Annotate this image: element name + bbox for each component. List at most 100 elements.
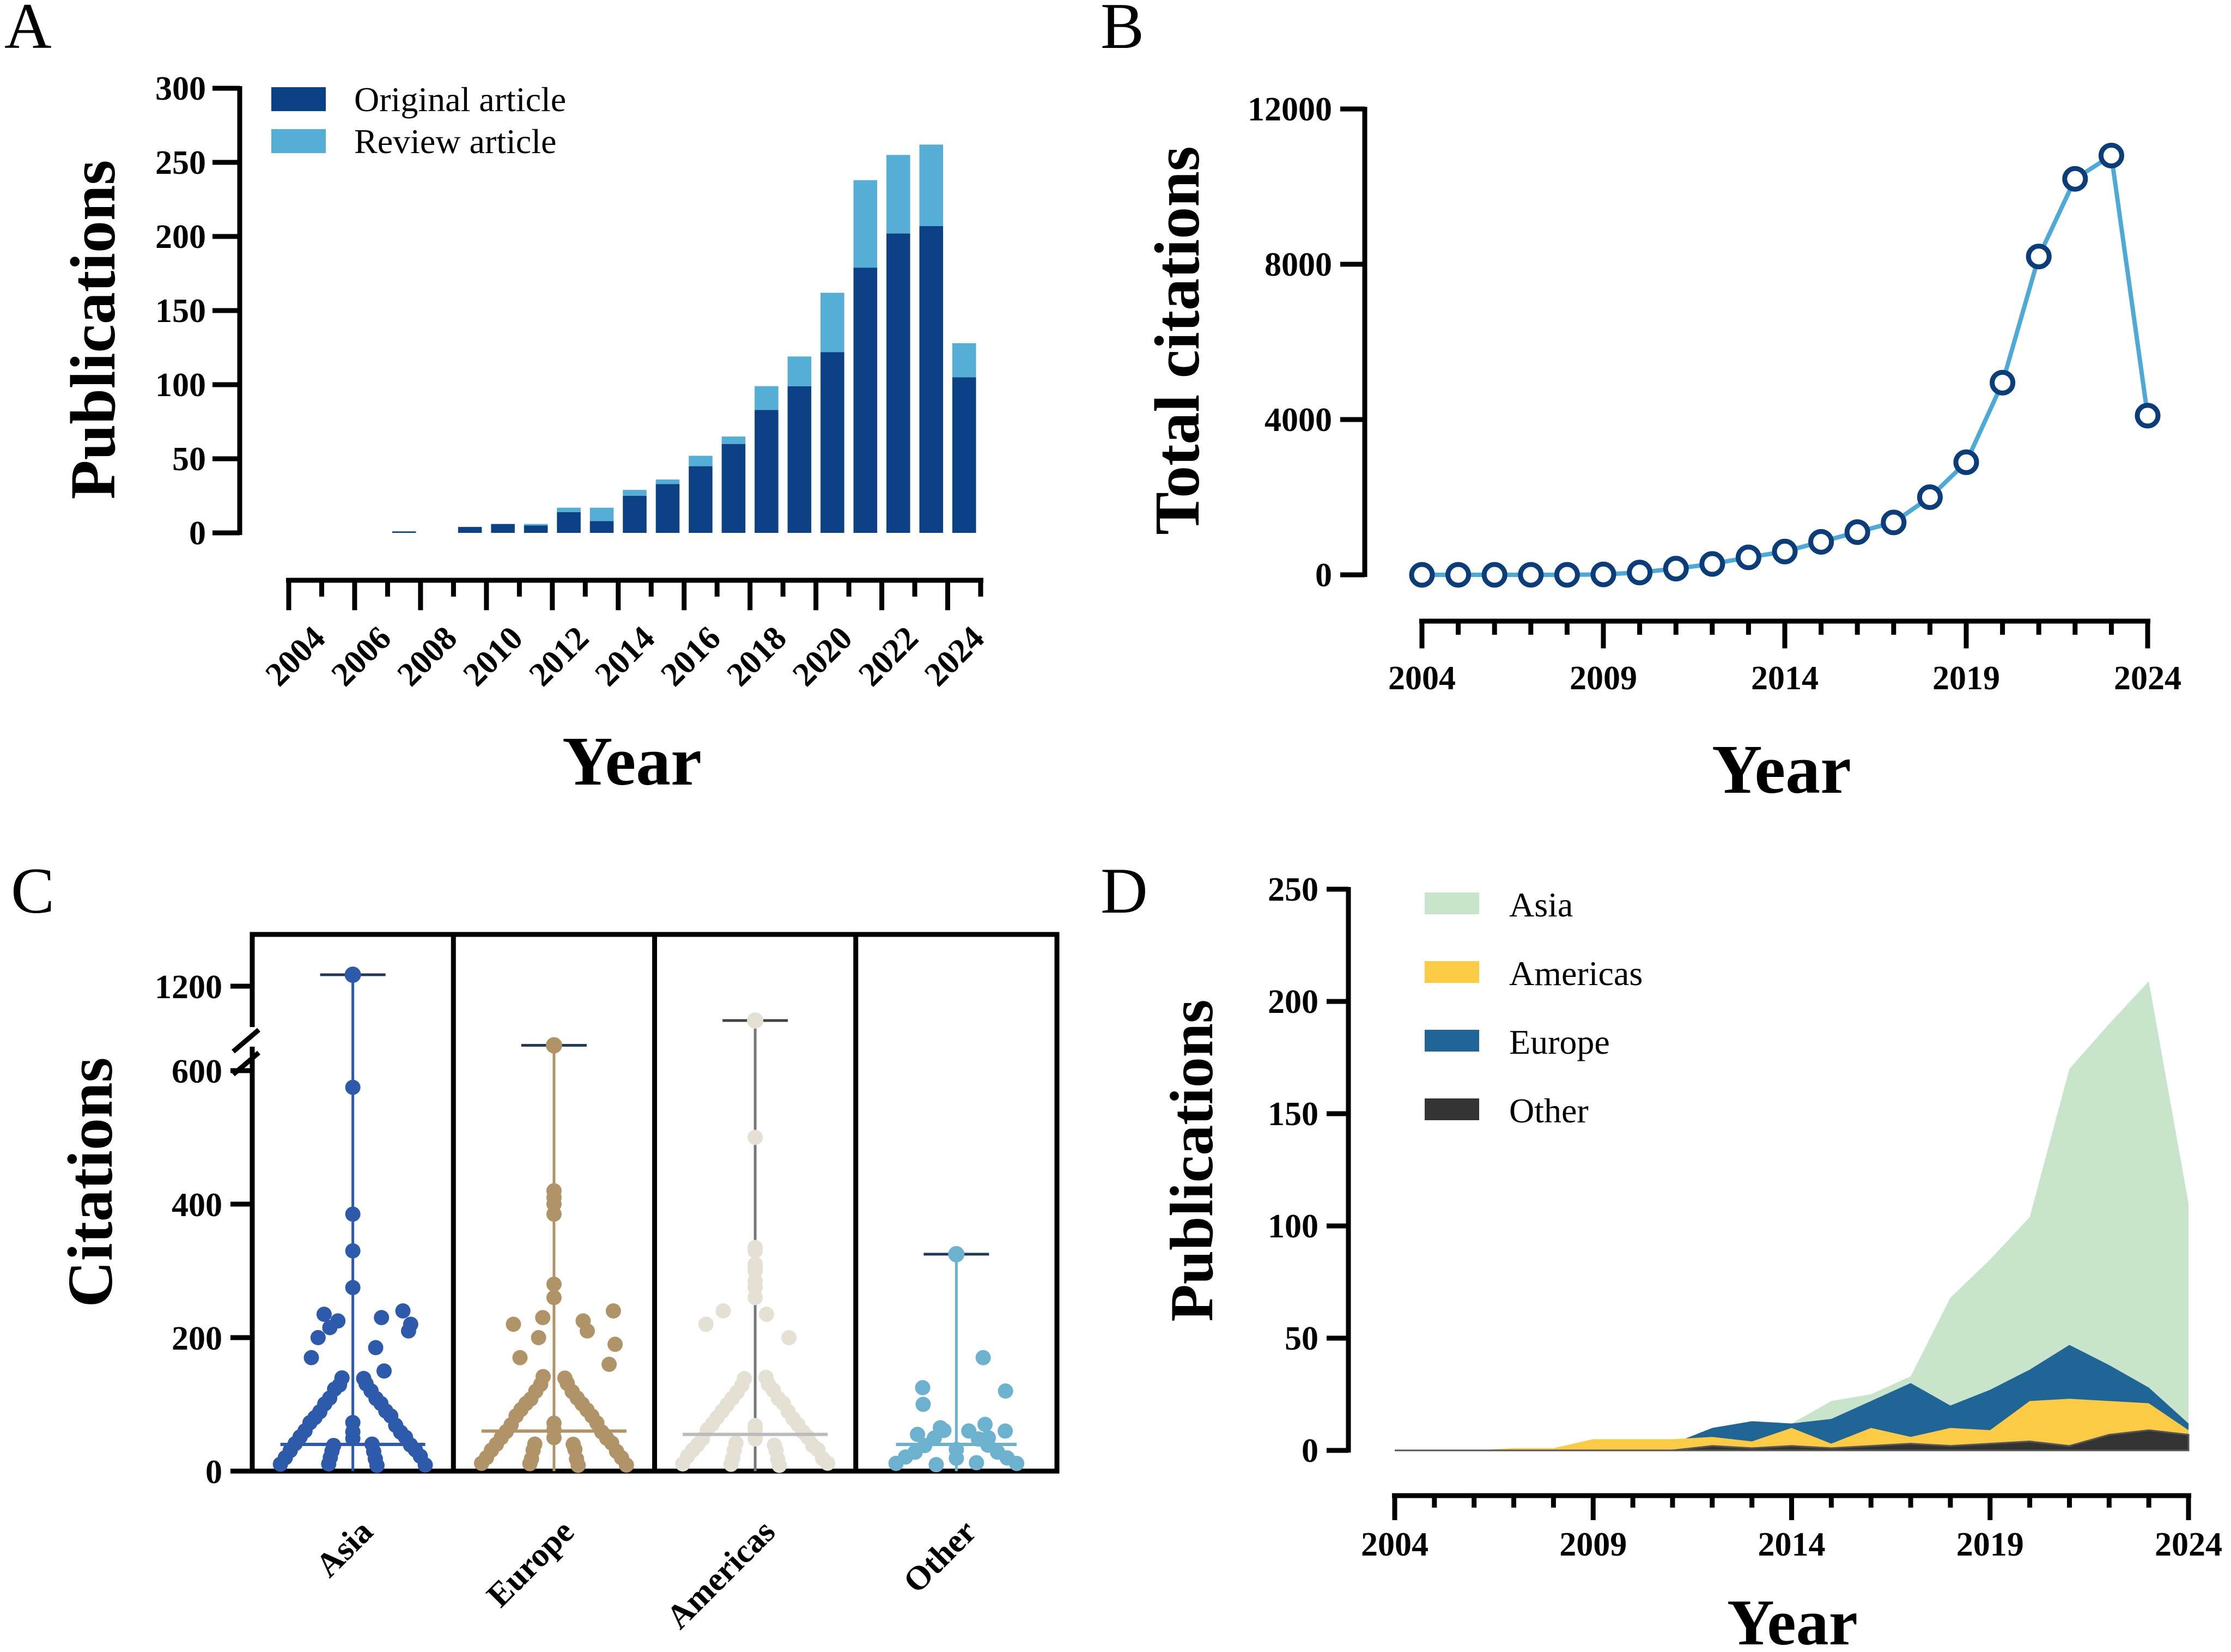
panel-a-bar-review (853, 180, 878, 268)
panel-d-ylabel: Publications (1158, 999, 1226, 1321)
panel-d-legend-swatch (1425, 1098, 1479, 1120)
panel-d-y-tick-label: 200 (1268, 983, 1318, 1021)
panel-a-x-tick-label: 2008 (390, 620, 464, 694)
panel-a-bar-original (755, 410, 779, 533)
panel-b-data-point (1917, 484, 1943, 510)
panel-a-bar-original (458, 527, 482, 533)
panel-c-data-point (546, 1290, 562, 1305)
panel-b-x-tick-label: 2014 (1751, 660, 1819, 697)
panel-b-data-point (1735, 544, 1761, 570)
panel-c-chart: Citations 0 200 400 600 1200 Asia Europe Americ… (54, 932, 1060, 1636)
panel-c-data-point (928, 1457, 944, 1473)
panel-d-legend-label: Other (1509, 1091, 1589, 1130)
panel-a-y-tick-label: 250 (155, 144, 206, 181)
panel-c-data-point (345, 1206, 361, 1222)
panel-d-areas (1395, 981, 2190, 1451)
panel-a-bar-review (689, 455, 713, 466)
panel-c-data-point (345, 1280, 361, 1296)
panel-d-y-tick-label: 50 (1285, 1320, 1318, 1357)
panel-a-legend-swatch (271, 129, 326, 153)
panel-c-max-point (747, 1012, 764, 1029)
panel-a-bar-original (689, 466, 713, 533)
panel-a-y-tick-label: 150 (155, 293, 206, 330)
panel-b-data-point (1844, 519, 1870, 545)
panel-c-x-tick-label: Other (896, 1513, 983, 1600)
panel-d-axes: 0 50 100 150 200 250 2004 2009 2014 2019 2024 (1268, 871, 2222, 1563)
panel-c-data-point (998, 1423, 1013, 1439)
panel-c-data-point (767, 1437, 782, 1453)
panel-a-x-tick-label: 2016 (654, 620, 728, 694)
panel-label-a: A (4, 0, 52, 62)
panel-b-data-point (1590, 561, 1616, 587)
panel-d-x-tick-label: 2019 (1956, 1526, 2024, 1563)
panel-c-data-point (910, 1426, 926, 1442)
panel-a-bar-review (919, 144, 944, 226)
panel-d-legend: Asia Americas Europe Other (1425, 885, 1643, 1130)
panel-c-x-tick-label: Europe (480, 1513, 581, 1614)
panel-a-legend-swatch (271, 87, 326, 111)
panel-c-max-point (948, 1246, 965, 1262)
panel-d-y-tick-label: 250 (1268, 871, 1318, 908)
panel-c-axes: 0 200 400 600 1200 Asia Europe Americas Other (155, 932, 1060, 1636)
panel-b-data-point (1808, 529, 1834, 555)
panel-b-y-tick-label: 0 (1315, 557, 1332, 594)
panel-c-data-point (961, 1423, 977, 1439)
panel-b-y-tick-label: 12000 (1248, 91, 1332, 128)
panel-a-x-tick-label: 2018 (720, 620, 794, 694)
panel-d-x-tick-label: 2024 (2155, 1526, 2222, 1563)
panel-a-x-tick-label: 2014 (588, 620, 662, 694)
panel-c-data-point (368, 1340, 384, 1356)
panel-a-bar-original (820, 352, 844, 533)
panel-c-data-point (374, 1310, 390, 1326)
panel-d-area-europe (1395, 1345, 2189, 1450)
panel-c-data-point (747, 1290, 763, 1305)
panel-a-bar-review (952, 343, 976, 378)
panel-c-data-point (535, 1310, 551, 1326)
panel-d-legend-label: Asia (1509, 885, 1573, 924)
panel-c-data-point (303, 1350, 319, 1365)
panel-c-data-point (915, 1396, 931, 1412)
panel-a-ylabel: Publications (57, 160, 129, 500)
panel-c-data-point (400, 1323, 416, 1339)
panel-c-max-point (344, 967, 361, 983)
panel-b-data-point (1772, 538, 1798, 564)
panel-c-data-point (607, 1337, 623, 1352)
panel-d-chart: Publications Year 0 50 100 150 200 250 2004 200… (1158, 871, 2222, 1652)
panel-c-data-point (601, 1357, 617, 1372)
panel-d-x-tick-label: 2009 (1559, 1526, 1627, 1563)
panel-a-x-tick-label: 2006 (324, 620, 398, 694)
panel-c-data-point (395, 1303, 411, 1319)
panel-a-y-tick-label: 200 (155, 218, 206, 256)
panel-a-x-tick-label: 2004 (258, 620, 332, 694)
panel-b-x-tick-label: 2009 (1570, 660, 1637, 697)
panel-a-legend-label: Original article (354, 80, 566, 119)
panel-d-legend-swatch (1425, 961, 1479, 983)
panel-b-data-point (1481, 562, 1507, 588)
panel-c-data-point (981, 1430, 996, 1446)
panel-c-data-point (334, 1370, 350, 1386)
panel-c-data-point (535, 1369, 551, 1384)
panel-a-bar-review (886, 155, 910, 234)
panel-c-data-point (747, 1129, 763, 1145)
panel-b-x-tick-label: 2004 (1388, 660, 1456, 697)
panel-c-data-point (345, 1414, 361, 1430)
panel-c-data-point (728, 1435, 744, 1451)
panel-c-data-point (546, 1206, 562, 1222)
panel-c-data-point (579, 1323, 595, 1339)
panel-c-data-point (376, 1363, 392, 1379)
panel-a-bar-review (557, 507, 581, 512)
panel-a-bar-review (655, 479, 680, 484)
panel-b-data-point (1881, 509, 1907, 536)
panel-a-xlabel: Year (562, 722, 702, 800)
panel-label-c: C (11, 854, 54, 927)
panel-d-y-tick-label: 100 (1268, 1208, 1318, 1245)
panel-b-data-point (1409, 562, 1435, 588)
panel-c-data-point (747, 1243, 763, 1259)
panel-d-y-tick-label: 0 (1302, 1432, 1318, 1469)
panel-c-data-point (322, 1320, 338, 1335)
panel-a-y-tick-label: 100 (155, 367, 206, 404)
panel-c-data-point (605, 1303, 621, 1319)
panel-c-y-tick-label: 200 (172, 1320, 222, 1357)
